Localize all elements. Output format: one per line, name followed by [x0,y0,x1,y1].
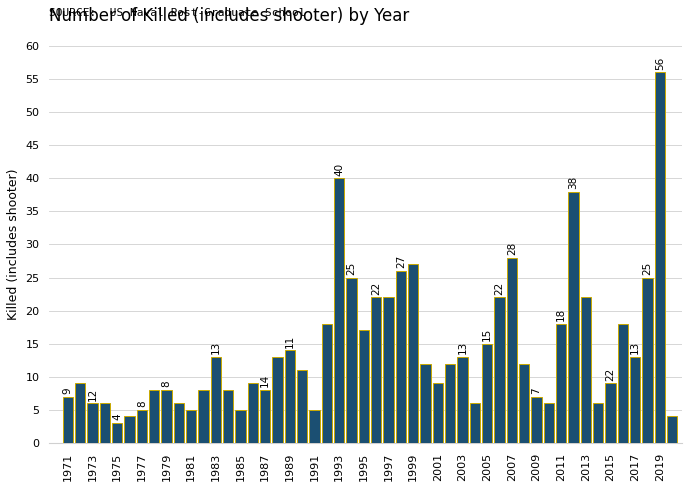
Bar [186,410,196,443]
Text: 8: 8 [137,401,147,407]
Bar [445,364,455,443]
Bar [433,384,443,443]
Text: 4: 4 [112,414,122,421]
Bar [568,191,579,443]
Bar [334,178,344,443]
Bar [593,403,604,443]
Bar [408,264,418,443]
Bar [482,344,493,443]
Bar [556,324,566,443]
Bar [519,364,529,443]
Bar [247,384,258,443]
Text: 40: 40 [334,163,344,176]
Text: Number of Killed (includes shooter) by Year: Number of Killed (includes shooter) by Y… [50,7,409,25]
Text: 38: 38 [568,176,579,189]
Text: 28: 28 [507,242,517,255]
Bar [149,390,159,443]
Bar [383,297,393,443]
Text: 7: 7 [531,387,542,394]
Text: 22: 22 [606,367,615,381]
Bar [617,324,628,443]
Bar [260,390,270,443]
Bar [174,403,184,443]
Bar [581,297,591,443]
Bar [395,271,406,443]
Text: 12: 12 [88,387,98,401]
Bar [211,357,221,443]
Text: 22: 22 [371,282,381,295]
Bar [347,278,357,443]
Bar [124,416,135,443]
Text: 18: 18 [556,308,566,321]
Bar [161,390,172,443]
Y-axis label: Killed (includes shooter): Killed (includes shooter) [7,169,20,320]
Bar [235,410,246,443]
Bar [420,364,431,443]
Text: 13: 13 [630,341,640,354]
Text: 27: 27 [396,255,406,268]
Bar [457,357,468,443]
Bar [297,370,307,443]
Bar [198,390,209,443]
Text: 56: 56 [655,57,665,70]
Bar [544,403,554,443]
Bar [136,410,147,443]
Bar [309,410,320,443]
Text: 14: 14 [260,374,270,387]
Text: 9: 9 [63,387,73,394]
Bar [642,278,652,443]
Bar [223,390,234,443]
Text: SOURCE:  US Naval Post-Graduate School: SOURCE: US Naval Post-Graduate School [50,8,306,18]
Text: 25: 25 [347,262,356,275]
Bar [285,350,295,443]
Bar [506,258,517,443]
Bar [531,397,542,443]
Bar [605,384,616,443]
Text: 25: 25 [643,262,652,275]
Bar [112,423,123,443]
Bar [667,416,677,443]
Bar [63,397,73,443]
Bar [100,403,110,443]
Bar [470,403,480,443]
Bar [75,384,85,443]
Bar [88,403,98,443]
Text: 13: 13 [211,341,221,354]
Bar [371,297,382,443]
Bar [322,324,332,443]
Bar [272,357,282,443]
Bar [494,297,505,443]
Text: 22: 22 [495,282,504,295]
Text: 15: 15 [482,328,492,341]
Bar [630,357,641,443]
Text: 8: 8 [161,381,172,387]
Bar [655,72,665,443]
Text: 11: 11 [285,334,295,347]
Text: 13: 13 [457,341,468,354]
Bar [358,330,369,443]
